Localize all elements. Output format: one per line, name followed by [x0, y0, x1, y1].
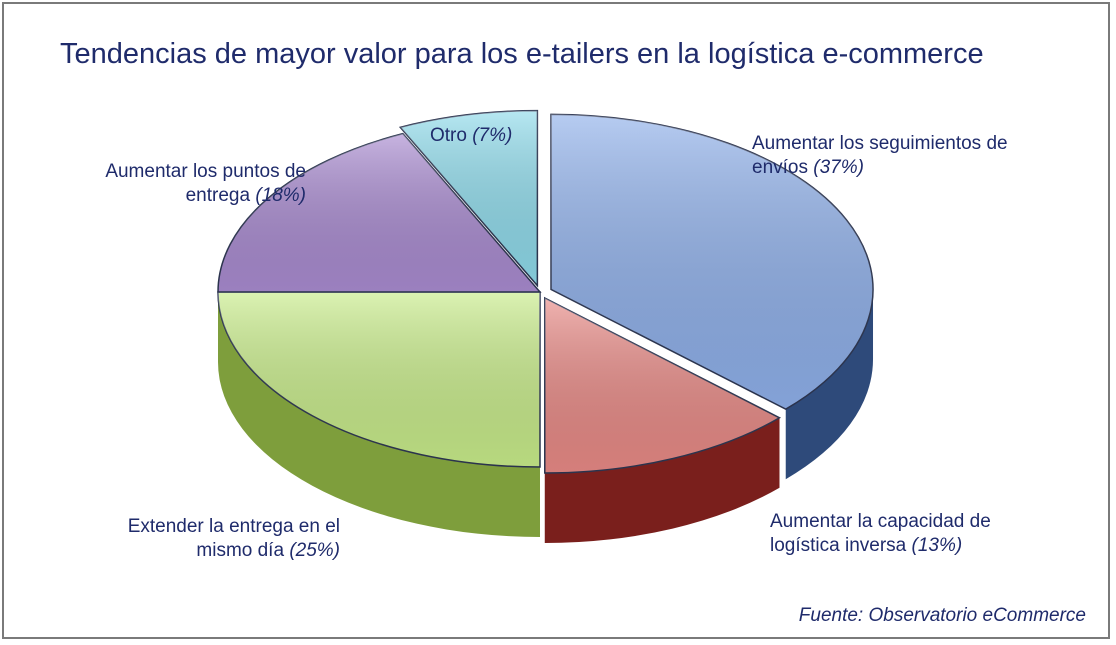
source-note: Fuente: Observatorio eCommerce: [798, 605, 1086, 626]
label-otro-line1: Otro: [430, 125, 467, 146]
slice-shade: [218, 292, 540, 467]
label-inversa-pct: (13%): [911, 535, 963, 556]
label-otro-pct: (7%): [472, 125, 513, 146]
label-seguimientos-line1: Aumentar los seguimientos de: [752, 133, 1008, 154]
label-puntos-line1: Aumentar los puntos de: [105, 161, 306, 182]
slice-side: [218, 292, 540, 537]
label-mismo-dia: Extender la entrega en el mismo día (25%…: [90, 515, 340, 563]
label-inversa-line2: logística inversa: [770, 535, 907, 556]
label-mismo-dia-pct: (25%): [289, 540, 340, 561]
label-seguimientos: Aumentar los seguimientos de envíos (37%…: [752, 132, 1008, 180]
slice-shade: [551, 114, 874, 410]
label-otro: Otro (7%): [430, 124, 512, 148]
slice-shade: [400, 110, 538, 286]
label-puntos-pct: (18%): [255, 185, 306, 206]
label-puntos-line2: entrega: [185, 185, 251, 206]
label-mismo-dia-line2: mismo día: [196, 540, 285, 561]
slice-side: [785, 289, 874, 480]
label-inversa: Aumentar la capacidad de logística inver…: [770, 510, 991, 558]
slice-shade: [218, 133, 540, 292]
label-puntos: Aumentar los puntos de entrega (18%): [60, 160, 306, 208]
slice-shade: [544, 297, 780, 473]
label-inversa-line1: Aumentar la capacidad de: [770, 511, 991, 532]
slice-side: [544, 417, 780, 543]
label-seguimientos-line2: envíos: [752, 157, 808, 178]
label-seguimientos-pct: (37%): [813, 157, 864, 178]
chart-title: Tendencias de mayor valor para los e-tai…: [60, 38, 984, 70]
label-mismo-dia-line1: Extender la entrega en el: [127, 516, 340, 537]
